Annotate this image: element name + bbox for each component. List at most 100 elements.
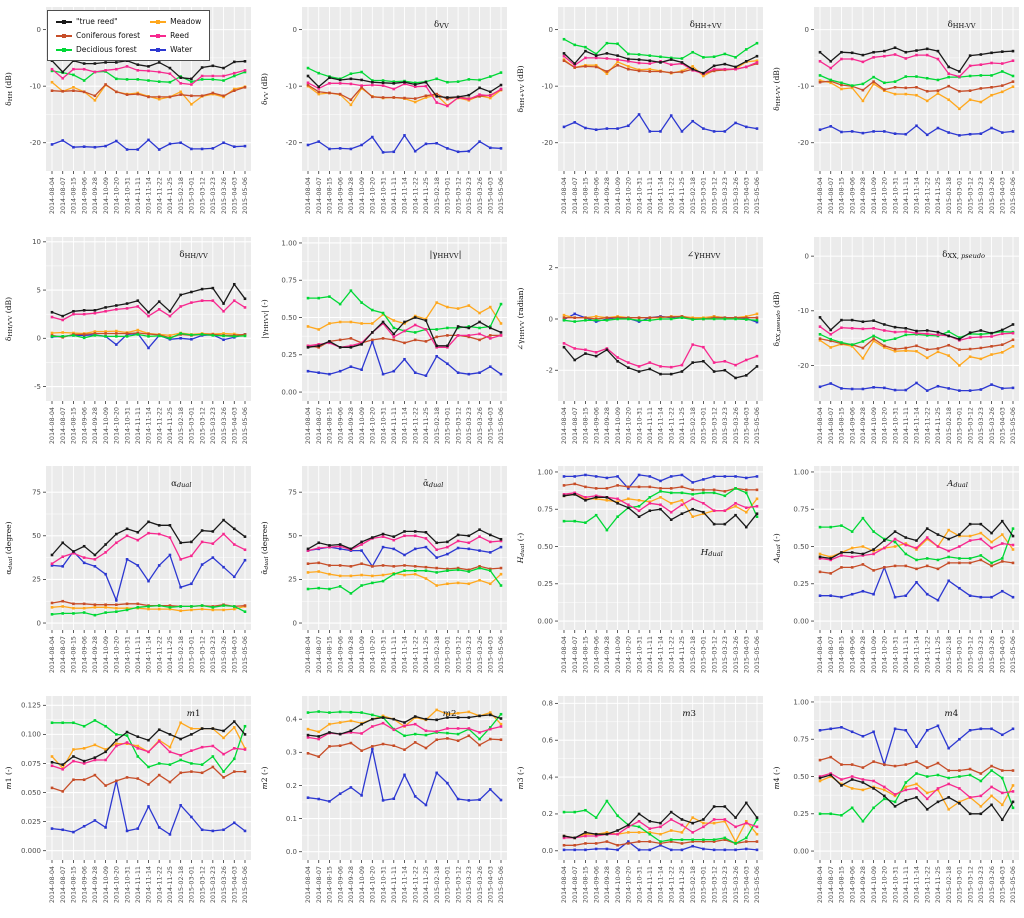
x-tick-label: 2014-08-15 <box>326 407 334 444</box>
x-tick-label: 2014-08-07 <box>59 407 67 444</box>
x-tick-label: 2014-11-22 <box>667 177 675 214</box>
x-tick-label: 2015-05-06 <box>1009 407 1017 444</box>
x-tick-label: 2014-08-15 <box>838 636 846 673</box>
x-tick-label: 2014-10-20 <box>369 407 377 444</box>
x-tick-label: 2014-08-04 <box>304 407 312 444</box>
x-tick-label: 2015-04-03 <box>742 407 750 444</box>
x-tick-label: 2014-10-20 <box>881 177 889 214</box>
x-tick-label: 2014-09-06 <box>336 177 344 214</box>
y-tick-label: 0.0 <box>286 848 297 856</box>
x-tick-label: 2014-10-20 <box>881 866 889 903</box>
x-tick-label: 2014-11-25 <box>166 636 174 673</box>
x-tick-label: 2015-05-06 <box>241 866 249 903</box>
x-tick-label: 2014-10-09 <box>614 407 622 444</box>
x-tick-label: 2015-03-23 <box>465 636 473 673</box>
x-tick-label: 2014-10-31 <box>891 177 899 214</box>
y-tick-label: 25 <box>288 576 297 584</box>
x-tick-label: 2014-11-22 <box>923 866 931 903</box>
y-tick-label: -20 <box>798 361 809 369</box>
x-tick-label: 2014-09-28 <box>91 636 99 673</box>
x-tick-label: 2014-10-20 <box>625 177 633 214</box>
x-tick-label: 2015-03-26 <box>988 866 996 903</box>
x-tick-label: 2014-10-31 <box>635 866 643 903</box>
x-tick-label: 2014-09-06 <box>848 866 856 903</box>
x-tick-label: 2015-04-03 <box>998 407 1006 444</box>
x-tick-label: 2014-10-31 <box>123 636 131 673</box>
y-tick-label: -10 <box>286 82 297 90</box>
x-tick-label: 2015-03-26 <box>732 177 740 214</box>
x-tick-label: 2014-11-11 <box>646 177 654 214</box>
x-tick-label: 2014-11-25 <box>934 407 942 444</box>
subplot-title: δHH+VV <box>690 20 722 30</box>
x-tick-label: 2015-03-26 <box>476 636 484 673</box>
x-tick-label: 2014-08-07 <box>571 177 579 214</box>
y-tick-label: 0.2 <box>542 810 553 818</box>
x-tick-label: 2014-11-25 <box>934 866 942 903</box>
x-tick-label: 2015-03-12 <box>198 866 206 903</box>
y-tick-label: 10 <box>32 238 41 246</box>
x-tick-label: 2015-04-03 <box>486 636 494 673</box>
x-tick-label: 2014-11-11 <box>646 866 654 903</box>
x-tick-label: 2014-09-06 <box>848 407 856 444</box>
chart-m1: 0.000 0.025 0.050 0.075 0.100 0.125 2014-08-04… <box>4 695 251 903</box>
y-tick-label: -20 <box>286 139 297 147</box>
y-axis-label: m3 (-) <box>516 766 525 789</box>
subplot-alpha-dual: 0 25 50 75 2014-08-04 2014-08-07 2014-08-15 201… <box>0 459 256 689</box>
x-tick-label: 2015-03-23 <box>977 636 985 673</box>
x-tick-label: 2014-09-28 <box>859 407 867 444</box>
x-tick-label: 2014-09-06 <box>848 177 856 214</box>
subplot-m4: 0.00 0.25 0.50 0.75 1.00 2014-08-04 2014-08-07… <box>768 689 1024 918</box>
legend-label: Reed <box>170 31 189 40</box>
y-tick-label: 0.000 <box>21 846 41 854</box>
x-tick-label: 2014-10-20 <box>625 866 633 903</box>
x-tick-label: 2015-02-18 <box>689 177 697 214</box>
x-tick-label: 2014-11-25 <box>678 636 686 673</box>
x-tick-label: 2014-09-06 <box>848 636 856 673</box>
x-tick-label: 2014-08-04 <box>304 177 312 214</box>
x-tick-label: 2015-03-01 <box>188 866 196 903</box>
subplot-m2: 0.0 0.1 0.2 0.3 0.4 2014-08-04 2014-08-07 2014-… <box>256 689 512 918</box>
x-tick-label: 2015-02-18 <box>177 407 185 444</box>
y-tick-label: 0.2 <box>286 781 297 789</box>
x-tick-label: 2015-03-01 <box>700 866 708 903</box>
x-tick-label: 2015-03-23 <box>721 407 729 444</box>
x-tick-label: 2014-08-07 <box>315 177 323 214</box>
x-tick-label: 2014-08-04 <box>304 866 312 903</box>
x-tick-label: 2015-03-01 <box>188 177 196 214</box>
y-tick-label: 0.25 <box>793 810 809 818</box>
x-tick-label: 2014-08-15 <box>582 177 590 214</box>
x-tick-label: 2014-10-09 <box>614 866 622 903</box>
x-tick-label: 2015-03-12 <box>966 636 974 673</box>
x-tick-label: 2014-08-04 <box>560 177 568 214</box>
x-tick-label: 2014-11-22 <box>155 866 163 903</box>
x-tick-label: 2014-10-09 <box>102 866 110 903</box>
x-tick-label: 2014-11-14 <box>401 177 409 214</box>
y-tick-label: 0.50 <box>281 313 297 321</box>
subplot-gamma-phase: 2 0 -2 2014-08-04 2014-08-07 2014-08-15 2014-0… <box>512 230 768 460</box>
y-tick-label: 0.0 <box>542 847 553 855</box>
x-tick-label: 2014-10-09 <box>614 177 622 214</box>
x-tick-label: 2014-09-28 <box>347 636 355 673</box>
x-tick-label: 2014-08-07 <box>827 407 835 444</box>
x-tick-label: 2014-11-14 <box>401 407 409 444</box>
x-tick-label: 2014-11-25 <box>422 866 430 903</box>
y-tick-label: -10 <box>542 82 553 90</box>
x-tick-label: 2015-03-26 <box>732 636 740 673</box>
x-tick-label: 2015-03-12 <box>454 636 462 673</box>
x-tick-label: 2014-08-04 <box>48 177 56 214</box>
x-tick-label: 2014-08-07 <box>315 866 323 903</box>
x-tick-label: 2014-11-22 <box>155 636 163 673</box>
subplot-delta-hh-over-vv: 10 5 0 -5 2014-08-04 2014-08-07 2014-08-15 2014… <box>0 230 256 460</box>
x-tick-label: 2014-08-04 <box>48 866 56 903</box>
x-tick-label: 2015-03-12 <box>454 407 462 444</box>
x-tick-label: 2014-11-11 <box>134 636 142 673</box>
x-tick-label: 2014-11-22 <box>411 636 419 673</box>
x-tick-label: 2015-02-18 <box>689 866 697 903</box>
x-tick-label: 2015-03-01 <box>700 636 708 673</box>
x-tick-label: 2014-11-11 <box>902 636 910 673</box>
x-tick-label: 2014-08-04 <box>816 177 824 214</box>
x-tick-label: 2014-11-14 <box>145 177 153 214</box>
